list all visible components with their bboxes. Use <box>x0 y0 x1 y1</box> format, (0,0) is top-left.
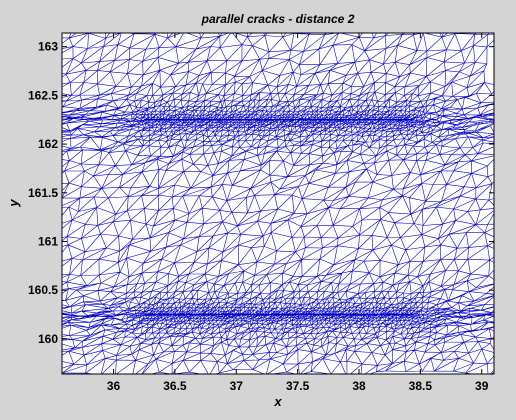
x-tick-label: 36 <box>107 379 121 393</box>
y-tick-label: 160.5 <box>28 283 58 297</box>
chart-title: parallel cracks - distance 2 <box>201 12 355 26</box>
x-tick-label: 37 <box>230 379 244 393</box>
x-tick-label: 38.5 <box>409 379 433 393</box>
plot-area <box>62 33 494 374</box>
y-tick-label: 161 <box>38 234 58 248</box>
y-axis-label: y <box>6 199 21 208</box>
y-axis-ticks: 160 160.5 161 161.5 162 162.5 163 <box>28 40 494 346</box>
y-tick-label: 160 <box>38 332 58 346</box>
plot-frame <box>61 32 495 375</box>
mesh <box>62 33 494 374</box>
x-axis-ticks: 36 36.5 37 37.5 38 38.5 39 <box>107 33 489 393</box>
y-tick-label: 162 <box>38 137 58 151</box>
y-tick-label: 162.5 <box>28 88 58 102</box>
x-tick-label: 37.5 <box>286 379 310 393</box>
x-tick-label: 38 <box>352 379 366 393</box>
x-tick-label: 39 <box>475 379 489 393</box>
x-tick-label: 36.5 <box>163 379 187 393</box>
x-axis-label: x <box>273 394 282 409</box>
y-tick-label: 161.5 <box>28 186 58 200</box>
y-tick-label: 163 <box>38 40 58 54</box>
